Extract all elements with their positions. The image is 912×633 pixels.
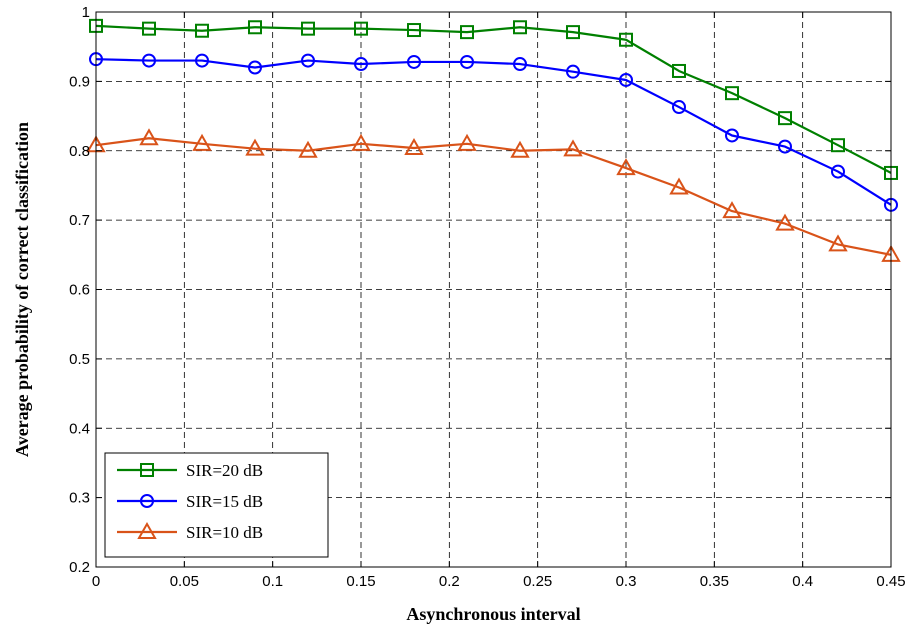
data-point xyxy=(616,158,636,176)
data-point xyxy=(672,63,686,78)
data-point xyxy=(142,21,156,36)
data-point xyxy=(831,138,845,153)
data-point xyxy=(566,64,580,79)
legend: SIR=20 dB SIR=15 dB SIR=10 dB xyxy=(104,452,329,558)
x-tick-label: 0.35 xyxy=(700,573,729,590)
data-point xyxy=(775,213,795,231)
data-point xyxy=(778,111,792,126)
data-point xyxy=(513,20,527,35)
series-1 xyxy=(89,18,898,180)
data-point xyxy=(354,57,368,72)
data-point xyxy=(407,23,421,38)
ticks: 0 0.05 0.1 0.15 0.2 0.25 0.3 0.35 0.4 0.45 0.2 0.3 0… xyxy=(69,4,905,590)
y-axis-title: Average probability of correct classific… xyxy=(12,122,32,457)
y-tick-label: 0.6 xyxy=(69,282,90,299)
legend-marker xyxy=(137,521,157,539)
data-point xyxy=(722,201,742,219)
data-point xyxy=(619,32,633,47)
data-point xyxy=(298,140,318,158)
data-point xyxy=(139,128,159,146)
data-point xyxy=(195,53,209,68)
legend-label: SIR=15 dB xyxy=(186,492,263,511)
data-point xyxy=(510,140,530,158)
data-point xyxy=(248,60,262,75)
legend-marker xyxy=(140,494,154,508)
data-point xyxy=(672,100,686,115)
data-point xyxy=(831,164,845,179)
data-point xyxy=(301,21,315,36)
data-point xyxy=(248,20,262,35)
data-point xyxy=(301,53,315,68)
y-tick-label: 1 xyxy=(82,4,90,21)
data-point xyxy=(407,54,421,69)
data-point xyxy=(245,138,265,156)
data-point xyxy=(195,23,209,38)
x-tick-label: 0.4 xyxy=(792,573,813,590)
x-tick-label: 0.05 xyxy=(170,573,199,590)
y-tick-label: 0.4 xyxy=(69,420,90,437)
y-tick-label: 0.3 xyxy=(69,490,90,507)
data-point xyxy=(828,234,848,252)
data-point xyxy=(513,57,527,72)
x-axis-title: Asynchronous interval xyxy=(406,604,580,624)
legend-label: SIR=20 dB xyxy=(186,461,263,480)
data-point xyxy=(351,133,371,151)
y-tick-label: 0.8 xyxy=(69,143,90,160)
x-tick-label: 0.3 xyxy=(616,573,637,590)
data-point xyxy=(725,128,739,143)
data-point xyxy=(460,54,474,69)
series-2 xyxy=(89,52,898,212)
series-line xyxy=(95,24,892,174)
legend-marker xyxy=(140,463,154,477)
x-tick-label: 0.25 xyxy=(523,573,552,590)
data-point xyxy=(354,21,368,36)
y-tick-label: 0.5 xyxy=(69,351,90,368)
y-tick-label: 0.9 xyxy=(69,73,90,90)
data-point xyxy=(566,25,580,40)
x-tick-label: 0.45 xyxy=(876,573,905,590)
legend-item: SIR=15 dB xyxy=(117,492,263,511)
legend-item: SIR=10 dB xyxy=(117,521,263,542)
series-line xyxy=(95,137,892,256)
data-point xyxy=(669,177,689,195)
series-3 xyxy=(86,128,901,262)
data-point xyxy=(778,139,792,154)
x-tick-label: 0 xyxy=(92,573,100,590)
legend-label: SIR=10 dB xyxy=(186,523,263,542)
x-tick-label: 0.2 xyxy=(439,573,460,590)
data-point xyxy=(725,86,739,101)
data-point xyxy=(563,139,583,157)
data-point xyxy=(192,133,212,151)
y-tick-label: 0.2 xyxy=(69,559,90,576)
data-point xyxy=(457,133,477,151)
data-point xyxy=(142,53,156,68)
data-point xyxy=(404,137,424,155)
data-point xyxy=(460,25,474,40)
data-point xyxy=(619,72,633,87)
x-tick-label: 0.15 xyxy=(346,573,375,590)
x-tick-label: 0.1 xyxy=(262,573,283,590)
legend-item: SIR=20 dB xyxy=(117,461,263,480)
y-tick-label: 0.7 xyxy=(69,212,90,229)
series-line xyxy=(95,58,892,206)
series-layer xyxy=(86,18,901,262)
